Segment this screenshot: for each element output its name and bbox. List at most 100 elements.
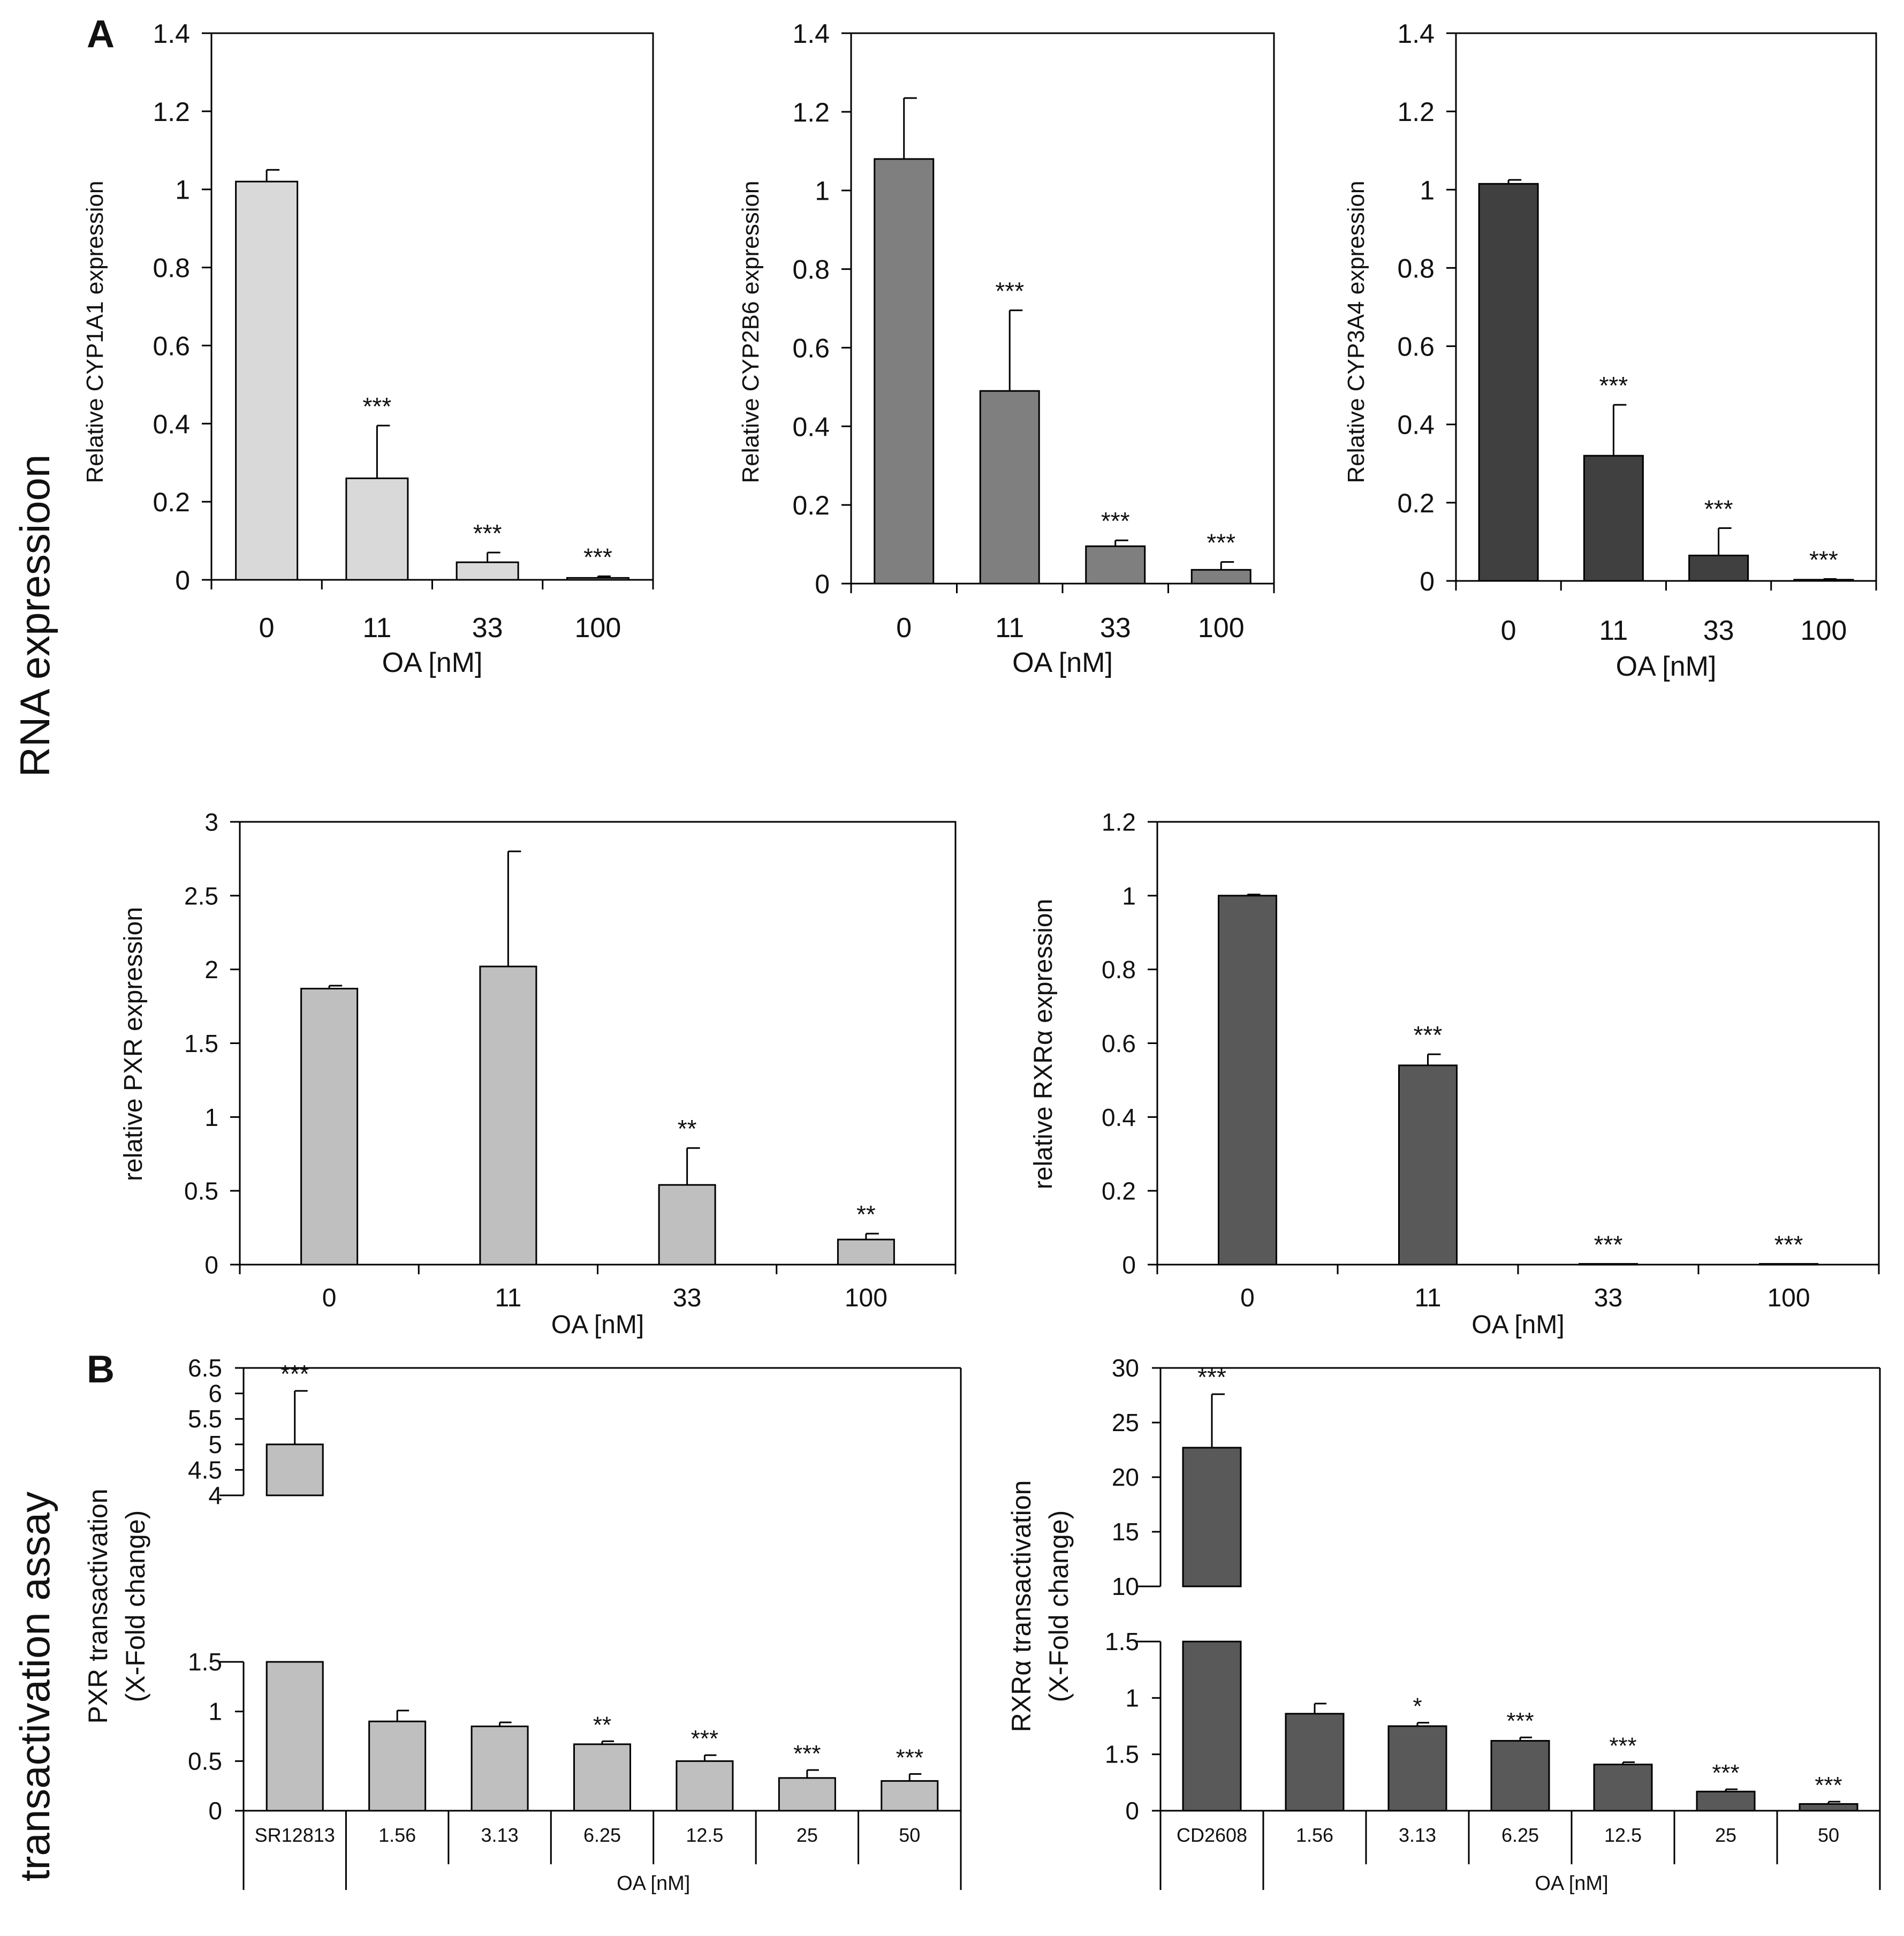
cyp2b6-category-label: 33 — [1100, 612, 1131, 644]
pxr-trans-category-label: 25 — [797, 1824, 818, 1846]
rxra-rna-xlabel: OA [nM] — [1471, 1311, 1564, 1339]
rxra-trans-bar — [1799, 1803, 1859, 1812]
pxr-rna-bar — [300, 988, 359, 1266]
cyp1a1-significance: *** — [583, 543, 612, 571]
rxra-rna-ytick-label: 1 — [1122, 882, 1136, 910]
pxr-rna-ylabel: relative PXR expression — [119, 907, 148, 1181]
pxr-trans-bar — [471, 1725, 529, 1812]
pxr-trans-ylabel-secondary: (X-Fold change) — [120, 1510, 150, 1703]
rxra-rna-ytick-label: 0.2 — [1102, 1177, 1136, 1205]
pxr-rna-bar — [658, 1184, 716, 1266]
cyp3a4-ytick-label: 0.4 — [1397, 410, 1435, 440]
rxra-rna-significance: *** — [1774, 1231, 1803, 1259]
cyp2b6-category-label: 11 — [995, 612, 1024, 644]
cyp2b6-significance: *** — [1207, 529, 1235, 557]
pxr-rna-bar — [837, 1238, 895, 1266]
pxr-rna-ytick-label: 1 — [204, 1103, 218, 1131]
cyp1a1-ytick-label: 0.8 — [153, 253, 190, 283]
rxra-rna-ytick-label: 0 — [1122, 1251, 1136, 1279]
cyp1a1-category-label: 11 — [362, 612, 391, 644]
cyp1a1-bar — [345, 477, 409, 581]
pxr-trans-bar-lower — [266, 1661, 324, 1812]
cyp2b6-ytick-label: 1.2 — [792, 97, 830, 127]
rxra-rna-bar — [1579, 1263, 1638, 1266]
pxr-trans-ytick-label: 5 — [208, 1431, 222, 1458]
pxr-trans-bar — [778, 1777, 836, 1812]
cyp3a4-category-label: 100 — [1800, 615, 1847, 646]
cyp1a1-bar — [456, 561, 519, 581]
cyp2b6-ytick-label: 1.4 — [792, 19, 830, 49]
cyp1a1-category-label: 33 — [472, 612, 503, 644]
cyp2b6-category-label: 100 — [1198, 612, 1245, 644]
panel-label-a: A — [87, 13, 115, 56]
rxra-trans-bar — [1387, 1725, 1447, 1812]
rxra-trans-bar-lower — [1182, 1640, 1242, 1812]
pxr-trans-ytick-label: 4.5 — [188, 1456, 222, 1484]
rxra-trans-ytick-label: 10 — [1112, 1572, 1139, 1600]
cyp2b6-bar — [1190, 569, 1251, 585]
cyp3a4-ytick-label: 0.8 — [1397, 253, 1435, 283]
pxr-trans-ytick-label: 4 — [208, 1481, 222, 1509]
cyp1a1-ytick-label: 0.6 — [153, 331, 190, 361]
pxr-rna-xlabel: OA [nM] — [551, 1311, 644, 1339]
pxr-rna-ytick-label: 3 — [204, 808, 218, 836]
cyp2b6-category-label: 0 — [896, 612, 912, 644]
rxra-trans-ylabel: RXRα transactivation — [1006, 1480, 1036, 1733]
pxr-trans-significance: ** — [593, 1712, 611, 1738]
pxr-rna-significance: ** — [856, 1200, 876, 1228]
rxra-rna-ylabel: relative RXRα expression — [1029, 899, 1058, 1190]
cyp3a4-ytick-label: 1.4 — [1397, 19, 1435, 49]
pxr-trans-category-label: SR12813 — [255, 1824, 335, 1846]
cyp1a1-bar — [566, 577, 629, 581]
cyp2b6-bar — [874, 158, 935, 585]
rxra-trans-group-label: OA [nM] — [1535, 1872, 1608, 1895]
charts-layer: 00.20.40.60.811.21.40***11***33***100OA … — [82, 19, 1881, 1895]
cyp2b6-ytick-label: 0.4 — [792, 412, 830, 442]
pxr-trans-bar — [881, 1780, 939, 1812]
cyp1a1-ytick-label: 0.2 — [153, 487, 190, 517]
rxra-rna-significance: *** — [1594, 1231, 1623, 1259]
rxra-rna-ytick-label: 0.8 — [1102, 956, 1136, 984]
rxra-rna-ytick-label: 0.6 — [1102, 1030, 1136, 1057]
pxr-rna-category-label: 0 — [322, 1284, 337, 1312]
panel-label-b: B — [87, 1348, 115, 1391]
cyp2b6-xlabel: OA [nM] — [1012, 647, 1113, 678]
rxra-trans-significance: * — [1413, 1693, 1422, 1720]
rxra-trans-significance: *** — [1815, 1772, 1842, 1798]
cyp2b6-ytick-label: 0 — [815, 569, 830, 599]
pxr-trans-ytick-label: 6.5 — [188, 1354, 222, 1382]
rxra-trans-significance: *** — [1506, 1708, 1534, 1734]
cyp1a1-ytick-label: 0.4 — [153, 409, 190, 439]
cyp2b6-ytick-label: 0.6 — [792, 333, 830, 363]
rxra-trans-category-label: 50 — [1818, 1824, 1839, 1846]
pxr-trans-category-label: 1.56 — [378, 1824, 416, 1846]
cyp1a1-ylabel: Relative CYP1A1 expression — [82, 181, 108, 483]
pxr-trans-ytick-label: 1 — [208, 1698, 222, 1726]
pxr-trans-ylabel: PXR transactivation — [83, 1488, 113, 1723]
cyp1a1-significance: *** — [473, 519, 502, 547]
pxr-rna-category-label: 33 — [673, 1284, 701, 1312]
cyp3a4-ylabel: Relative CYP3A4 expression — [1343, 181, 1369, 483]
cyp3a4-category-label: 33 — [1703, 615, 1734, 646]
pxr-trans-group-label: OA [nM] — [617, 1872, 690, 1895]
rxra-trans-bar — [1593, 1764, 1653, 1812]
rxra-rna-category-label: 100 — [1767, 1284, 1810, 1312]
rxra-trans-bar — [1696, 1790, 1756, 1812]
pxr-trans-ytick-label: 0 — [208, 1797, 222, 1825]
pxr-trans-category-label: 6.25 — [583, 1824, 621, 1846]
pxr-rna-significance: ** — [678, 1115, 697, 1143]
cyp1a1-ytick-label: 1.2 — [153, 97, 190, 127]
pxr-rna-ytick-label: 0 — [204, 1251, 218, 1279]
rxra-trans-significance: *** — [1197, 1363, 1226, 1391]
cyp3a4-bar — [1583, 455, 1644, 582]
pxr-trans-category-label: 50 — [899, 1824, 920, 1846]
cyp3a4-ytick-label: 0 — [1420, 566, 1435, 596]
rxra-trans-ytick-label: 20 — [1112, 1463, 1139, 1491]
side-label-rna: RNA expressioon — [11, 455, 58, 777]
cyp3a4-bar — [1478, 183, 1539, 582]
rxra-trans-bar — [1490, 1740, 1550, 1812]
pxr-rna-bar — [479, 965, 537, 1266]
cyp3a4-xlabel: OA [nM] — [1616, 651, 1717, 682]
rxra-trans-category-label: 1.56 — [1296, 1824, 1333, 1846]
